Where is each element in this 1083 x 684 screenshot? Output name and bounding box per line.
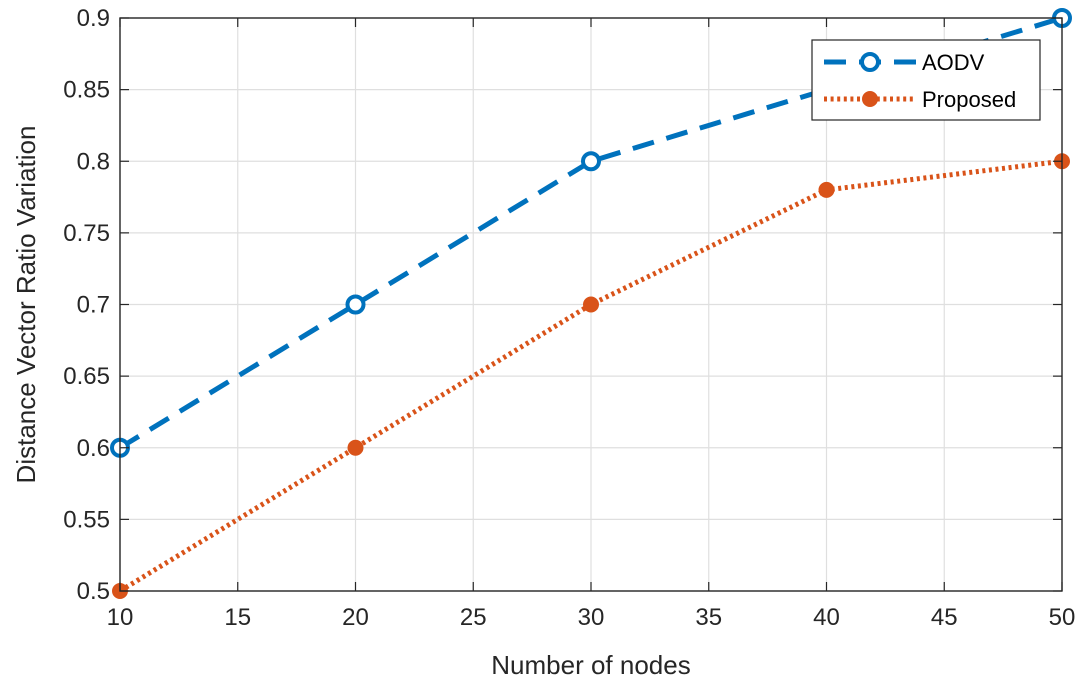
series-line: [118, 158, 1063, 594]
legend-swatch-marker: [862, 91, 878, 107]
x-tick-label: 35: [695, 604, 722, 631]
data-point: [347, 439, 364, 456]
legend-item: Proposed: [824, 87, 1016, 112]
x-tick-label: 30: [578, 604, 605, 631]
legend-label: Proposed: [922, 87, 1016, 112]
legend-box: [811, 39, 1041, 121]
y-tick-label: 0.7: [77, 292, 110, 319]
x-tick-label: 50: [1049, 604, 1076, 631]
x-tick-label: 10: [107, 604, 134, 631]
legend-item: AODV: [824, 50, 985, 75]
x-tick-label: 25: [460, 604, 487, 631]
legend-label: AODV: [922, 50, 985, 75]
y-tick-label: 0.5: [77, 578, 110, 605]
legend-swatch-marker: [860, 52, 880, 72]
tick-layer: 10 15 20 25 30 35 40 45 50 0.5 0.55 0.6 0.65 0.7 0.75 0…: [63, 5, 1075, 631]
x-tick-label: 45: [931, 604, 958, 631]
data-point: [818, 181, 835, 198]
legend: AODV Proposed: [811, 39, 1041, 121]
y-axis-label: Distance Vector Ratio Variation: [11, 126, 41, 484]
y-tick-label: 0.85: [63, 77, 110, 104]
series-proposed: [112, 153, 1070, 599]
x-tick-label: 20: [342, 604, 369, 631]
x-tick-label: 40: [813, 604, 840, 631]
y-tick-label: 0.8: [77, 148, 110, 175]
data-point: [583, 296, 599, 313]
data-point: [581, 151, 601, 172]
y-tick-label: 0.9: [77, 5, 110, 32]
y-tick-label: 0.6: [77, 435, 110, 462]
x-tick-label: 15: [224, 604, 251, 631]
y-tick-label: 0.65: [63, 363, 110, 390]
data-point: [345, 294, 366, 315]
y-tick-label: 0.55: [63, 506, 110, 533]
y-tick-label: 0.75: [63, 220, 110, 247]
x-axis-label: Number of nodes: [491, 650, 690, 680]
